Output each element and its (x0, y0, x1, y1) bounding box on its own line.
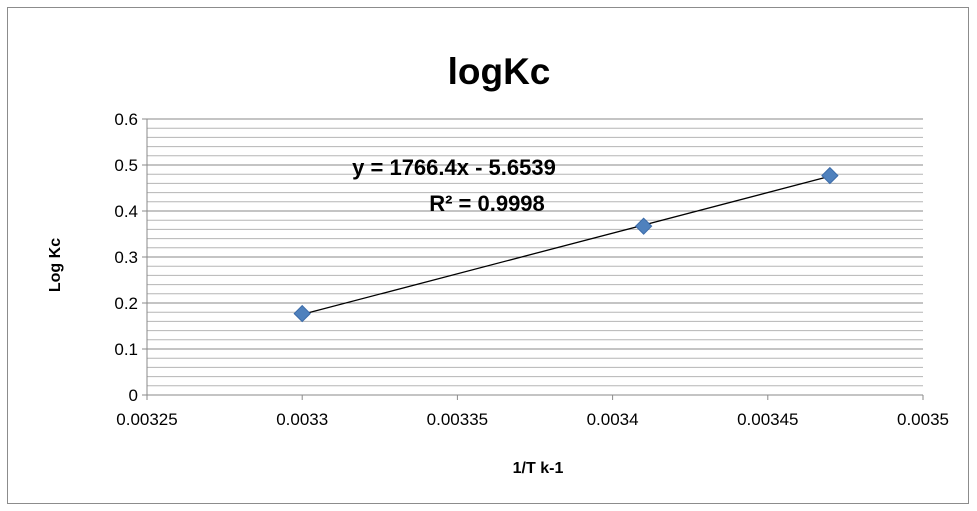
chart-svg: logKc 00.10.20.30.40.50.6 0.00325 0.0033 0… (47, 51, 949, 477)
trendline-line (302, 175, 831, 316)
y-axis-title: Log Kc (47, 238, 64, 292)
y-tick-label: 0.3 (114, 248, 138, 267)
data-series (293, 166, 839, 323)
chart-title: logKc (448, 51, 551, 92)
x-axis-title: 1/T k-1 (513, 460, 564, 477)
trendline-r2: R² = 0.9998 (429, 191, 545, 216)
trendline (302, 175, 831, 316)
x-tick-label: 0.00325 (116, 410, 177, 429)
data-point (293, 304, 311, 323)
axes (142, 118, 924, 400)
x-tick-label: 0.0033 (276, 410, 328, 429)
y-tick-label: 0.5 (114, 156, 138, 175)
x-tick-label: 0.0035 (897, 410, 949, 429)
trendline-equation: y = 1766.4x - 5.6539 (352, 155, 556, 180)
x-tick-label: 0.00345 (737, 410, 798, 429)
gridlines (147, 118, 923, 387)
y-tick-labels: 0 0.1 0.2 0.3 0.4 0.5 0.6 (114, 110, 138, 405)
x-tick-label: 0.00335 (427, 410, 488, 429)
y-tick-label: 0.1 (114, 340, 138, 359)
data-point (634, 217, 653, 235)
x-tick-labels: 0.00325 0.0033 0.00335 0.0034 0.00345 0.0035 (116, 410, 949, 429)
data-point (821, 166, 839, 185)
y-tick-label: 0 (129, 386, 138, 405)
y-tick-label: 0.2 (114, 294, 138, 313)
y-tick-label: 0.4 (114, 202, 138, 221)
chart-area: logKc 0 0.1 0.2 0.3 0.4 0.5 0.6 0.00325 0.0033 0… (7, 7, 969, 504)
y-tick-label: 0.6 (114, 110, 138, 129)
x-tick-label: 0.0034 (587, 410, 639, 429)
